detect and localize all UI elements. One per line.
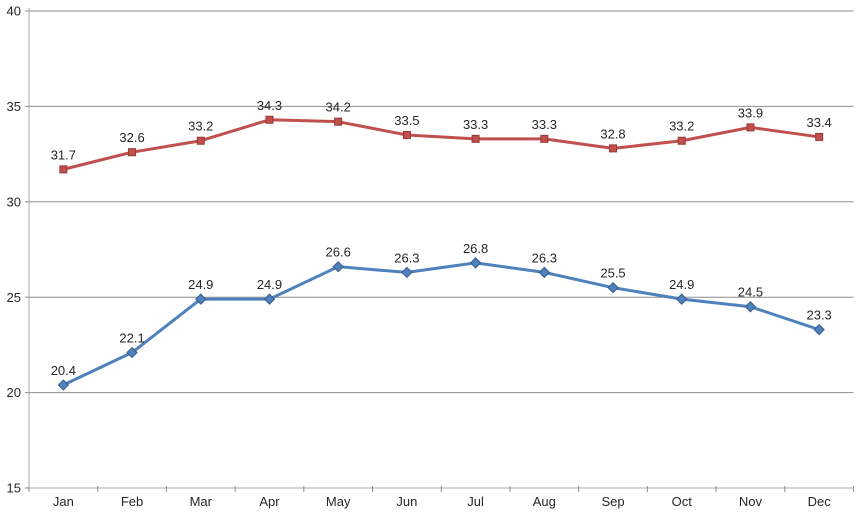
- blue-diamond-series-marker-diamond: [469, 257, 482, 269]
- red-square-series-marker-square: [540, 134, 549, 143]
- blue-diamond-series-marker-diamond: [538, 266, 551, 279]
- y-axis-tick-label: 25: [7, 290, 21, 305]
- red-square-series-data-label: 33.3: [463, 117, 488, 132]
- blue-diamond-series-marker-diamond: [676, 293, 688, 305]
- blue-diamond-series-line: [61, 261, 821, 387]
- blue-diamond-series-marker-diamond: [332, 260, 344, 273]
- red-square-series-marker-square: [746, 123, 755, 132]
- red-square-series-marker-square: [196, 136, 205, 145]
- red-square-series-data-label: 33.5: [394, 113, 419, 128]
- x-axis-tick-label: Feb: [121, 494, 143, 509]
- x-axis-tick-label: Mar: [190, 494, 213, 509]
- red-square-series-data-label: 33.9: [738, 105, 763, 120]
- red-square-series-marker-square: [815, 132, 824, 141]
- x-axis-tick-label: Jun: [396, 494, 417, 509]
- blue-diamond-series-data-label: 26.8: [463, 241, 488, 256]
- red-square-series-marker-square: [677, 136, 686, 145]
- red-square-series-data-label: 34.3: [257, 98, 282, 113]
- x-axis-tick-label: Apr: [259, 494, 280, 509]
- blue-diamond-series-data-label: 26.3: [532, 250, 557, 265]
- x-axis-tick-label: Jul: [467, 494, 484, 509]
- red-square-series-marker-square: [59, 165, 68, 174]
- red-square-series-marker-square: [609, 144, 618, 153]
- blue-diamond-series-marker-diamond: [195, 293, 207, 305]
- red-square-series-marker-square: [471, 134, 480, 143]
- blue-diamond-series-data-label: 26.3: [394, 250, 419, 265]
- y-axis-tick-label: 30: [7, 194, 21, 209]
- blue-diamond-series-data-label: 20.4: [51, 363, 76, 378]
- blue-diamond-series-data-label: 25.5: [600, 266, 625, 281]
- blue-diamond-series-data-label: 24.9: [669, 277, 694, 292]
- red-square-series-data-label: 33.2: [669, 119, 694, 134]
- blue-diamond-series-marker-diamond: [607, 281, 619, 294]
- blue-diamond-series-data-label: 26.6: [326, 245, 351, 260]
- red-square-series-data-label: 33.4: [806, 115, 831, 130]
- red-square-series-marker-square: [402, 131, 411, 140]
- blue-diamond-series-marker-diamond: [126, 346, 138, 359]
- blue-diamond-series-marker-diamond: [263, 293, 276, 305]
- blue-diamond-series-data-label: 22.1: [119, 331, 144, 346]
- y-axis-tick-label: 20: [7, 385, 21, 400]
- blue-diamond-series-data-label: 24.9: [257, 277, 282, 292]
- red-square-series-data-label: 33.2: [188, 119, 213, 134]
- y-axis-tick-label: 35: [7, 99, 21, 114]
- red-square-series-marker-square: [334, 117, 343, 126]
- red-square-series-data-label: 33.3: [532, 117, 557, 132]
- red-square-series-data-label: 32.8: [600, 126, 625, 141]
- red-square-series-data-label: 34.2: [326, 100, 351, 115]
- blue-diamond-series-marker-diamond: [744, 301, 757, 313]
- x-axis-tick-label: Jan: [53, 494, 74, 509]
- x-axis-tick-label: Sep: [601, 494, 624, 509]
- red-square-series-data-label: 31.7: [51, 147, 76, 162]
- blue-diamond-series-marker-diamond: [57, 379, 70, 391]
- y-axis-tick-label: 40: [7, 4, 21, 19]
- blue-diamond-series-data-label: 24.9: [188, 277, 213, 292]
- red-square-series-line: [61, 118, 821, 171]
- x-axis-tick-label: Aug: [533, 494, 556, 509]
- red-square-series-marker-square: [265, 115, 274, 124]
- red-square-series-marker-square: [128, 148, 137, 157]
- blue-diamond-series-marker-diamond: [401, 266, 413, 279]
- red-square-series-data-label: 32.6: [119, 130, 144, 145]
- y-axis-tick-label: 15: [7, 481, 21, 496]
- x-axis-tick-label: May: [326, 494, 351, 509]
- blue-diamond-series-data-label: 24.5: [738, 285, 763, 300]
- blue-diamond-series-data-label: 23.3: [806, 308, 831, 323]
- x-axis-tick-label: Dec: [808, 494, 832, 509]
- x-axis-tick-label: Nov: [739, 494, 763, 509]
- blue-diamond-series-marker-diamond: [813, 323, 825, 336]
- x-axis-tick-label: Oct: [672, 494, 693, 509]
